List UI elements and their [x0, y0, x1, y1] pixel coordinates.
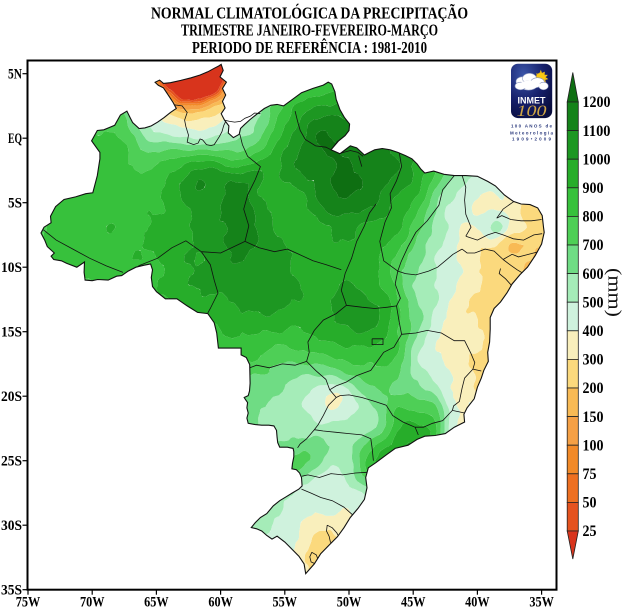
svg-text:150: 150: [583, 409, 604, 426]
svg-text:100: 100: [583, 437, 604, 454]
svg-text:70W: 70W: [80, 595, 105, 611]
svg-text:TRIMESTRE JANEIRO-FEVEREIRO-MA: TRIMESTRE JANEIRO-FEVEREIRO-MARÇO: [181, 21, 438, 40]
svg-text:35W: 35W: [529, 595, 554, 611]
svg-text:45W: 45W: [401, 595, 426, 611]
svg-text:INMET: INMET: [518, 96, 547, 106]
svg-text:300: 300: [583, 352, 604, 369]
svg-text:1200: 1200: [583, 94, 611, 111]
svg-text:900: 900: [583, 180, 604, 197]
svg-text:EQ: EQ: [8, 131, 22, 147]
svg-text:400: 400: [583, 323, 604, 340]
svg-text:700: 700: [583, 237, 604, 254]
svg-text:1100: 1100: [583, 123, 611, 140]
svg-text:25S: 25S: [1, 454, 22, 470]
svg-text:60W: 60W: [208, 595, 233, 611]
svg-text:500: 500: [583, 294, 604, 311]
svg-text:40W: 40W: [465, 595, 490, 611]
svg-text:75W: 75W: [16, 595, 41, 611]
svg-text:15S: 15S: [1, 325, 22, 341]
svg-text:35S: 35S: [1, 583, 22, 599]
svg-text:PERIODO DE REFERÊNCIA : 1981-2: PERIODO DE REFERÊNCIA : 1981-2010: [192, 38, 427, 57]
svg-text:1000: 1000: [583, 151, 611, 168]
svg-text:50: 50: [583, 495, 597, 512]
svg-text:65W: 65W: [144, 595, 169, 611]
svg-text:30S: 30S: [1, 518, 22, 534]
svg-text:600: 600: [583, 266, 604, 283]
svg-text:25: 25: [583, 523, 597, 540]
svg-text:50W: 50W: [337, 595, 362, 611]
svg-text:20S: 20S: [1, 389, 22, 405]
svg-text:5S: 5S: [8, 196, 22, 212]
svg-text:100 ANOS de: 100 ANOS de: [511, 123, 552, 128]
svg-text:10S: 10S: [1, 260, 22, 276]
svg-text:5N: 5N: [8, 67, 22, 83]
svg-text:200: 200: [583, 380, 604, 397]
svg-text:(mm): (mm): [604, 268, 622, 317]
svg-text:1909•2009: 1909•2009: [512, 136, 551, 141]
svg-text:75: 75: [583, 466, 597, 483]
svg-text:800: 800: [583, 209, 604, 226]
svg-text:100: 100: [517, 103, 547, 120]
svg-text:55W: 55W: [273, 595, 298, 611]
svg-text:NORMAL CLIMATOLÓGICA DA PRECIP: NORMAL CLIMATOLÓGICA DA PRECIPITAÇÃO: [151, 3, 468, 22]
